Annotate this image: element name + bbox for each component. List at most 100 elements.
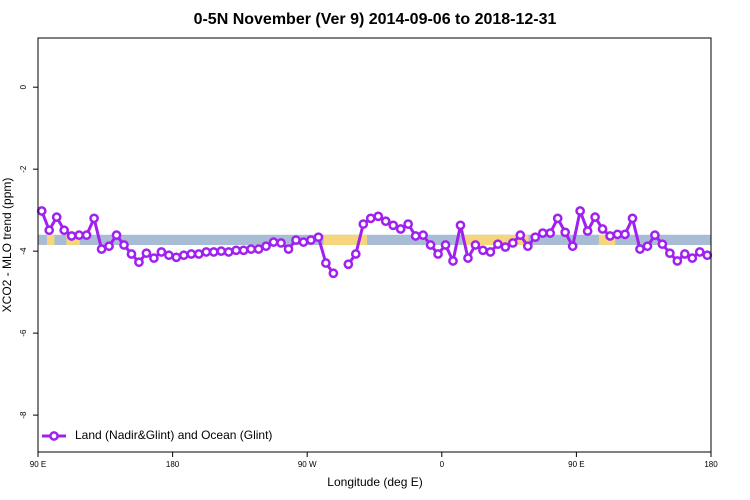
data-point <box>313 232 324 243</box>
data-point <box>119 240 129 250</box>
legend-marker <box>49 431 59 441</box>
y-tick-label: -6 <box>19 329 28 337</box>
data-point <box>410 231 421 241</box>
y-tick-label: -8 <box>19 411 28 419</box>
data-point <box>238 245 249 256</box>
data-point <box>291 235 301 245</box>
y-tick-label: -4 <box>19 247 28 255</box>
data-point <box>134 257 144 268</box>
data-point <box>208 247 219 257</box>
data-point <box>66 231 77 241</box>
x-tick-label: 90 E <box>30 460 46 469</box>
data-point <box>231 245 242 256</box>
data-point <box>149 253 159 263</box>
band-segment <box>598 234 616 245</box>
data-point <box>478 245 488 256</box>
data-point <box>537 228 548 238</box>
x-tick-label: 180 <box>704 460 718 469</box>
data-point <box>418 230 428 241</box>
data-point <box>44 225 55 236</box>
data-point <box>74 230 84 241</box>
data-point <box>321 258 331 268</box>
data-point <box>493 239 503 250</box>
data-point <box>440 240 451 250</box>
legend-label: Land (Nadir&Glint) and Ocean (Glint) <box>75 428 272 442</box>
x-tick-label: 180 <box>166 460 180 469</box>
data-point <box>665 248 675 259</box>
data-point <box>507 238 518 248</box>
data-point <box>403 219 413 229</box>
data-point <box>522 241 533 252</box>
data-point <box>612 229 623 240</box>
data-point <box>552 213 563 224</box>
data-point <box>81 230 92 241</box>
x-tick-label: 90 E <box>568 460 584 469</box>
data-point <box>261 241 271 252</box>
data-point <box>657 239 668 250</box>
x-tick-label: 90 W <box>298 460 317 469</box>
data-point <box>620 229 630 240</box>
data-point <box>455 220 466 231</box>
data-point <box>343 259 354 270</box>
band-segment <box>38 234 711 245</box>
data-point <box>500 242 511 252</box>
data-point <box>380 216 391 227</box>
plot-frame <box>37 37 712 453</box>
data-point <box>126 249 137 259</box>
data-point <box>635 244 645 254</box>
data-point <box>575 206 585 216</box>
y-axis-label: XCO2 - MLO trend (ppm) <box>0 178 14 313</box>
data-point <box>111 230 122 241</box>
x-tick-label: 0 <box>440 460 445 469</box>
data-point <box>276 238 286 248</box>
data-point <box>425 240 436 250</box>
data-point <box>246 244 256 254</box>
data-point <box>178 250 189 261</box>
data-point <box>567 241 578 252</box>
data-point <box>36 206 47 216</box>
data-point <box>627 213 638 224</box>
data-point <box>328 268 339 279</box>
data-point <box>268 237 279 247</box>
data-point <box>560 227 571 238</box>
data-point <box>388 220 399 231</box>
data-point <box>650 230 660 241</box>
data-point <box>201 247 212 257</box>
data-point <box>485 247 496 257</box>
data-point <box>530 232 541 243</box>
data-point <box>679 249 690 259</box>
data-point <box>96 244 107 254</box>
data-point <box>283 244 294 254</box>
data-point <box>164 250 174 261</box>
data-point <box>59 225 70 236</box>
data-point <box>253 244 264 254</box>
data-point <box>605 231 615 241</box>
data-point <box>216 246 227 256</box>
y-tick-label: 0 <box>19 84 28 89</box>
data-point <box>470 240 481 250</box>
data-point <box>171 252 182 263</box>
band-segment <box>462 234 529 245</box>
data-point <box>463 253 473 263</box>
data-point <box>672 256 683 266</box>
band-segment <box>46 234 55 245</box>
data-point <box>223 247 234 257</box>
data-point <box>104 241 114 252</box>
data-point <box>141 248 152 259</box>
data-point <box>545 228 556 238</box>
data-point <box>694 247 705 257</box>
x-axis-label: Longitude (deg E) <box>327 475 422 489</box>
data-point <box>642 241 653 252</box>
data-point <box>298 237 309 247</box>
data-point <box>597 224 608 234</box>
chart-title: 0-5N November (Ver 9) 2014-09-06 to 2018… <box>194 11 557 28</box>
data-point <box>582 226 593 236</box>
data-point <box>373 211 384 222</box>
plot-area <box>36 205 713 279</box>
data-point <box>590 212 600 222</box>
data-point <box>51 212 62 222</box>
data-point <box>687 253 698 263</box>
data-point <box>515 230 526 241</box>
